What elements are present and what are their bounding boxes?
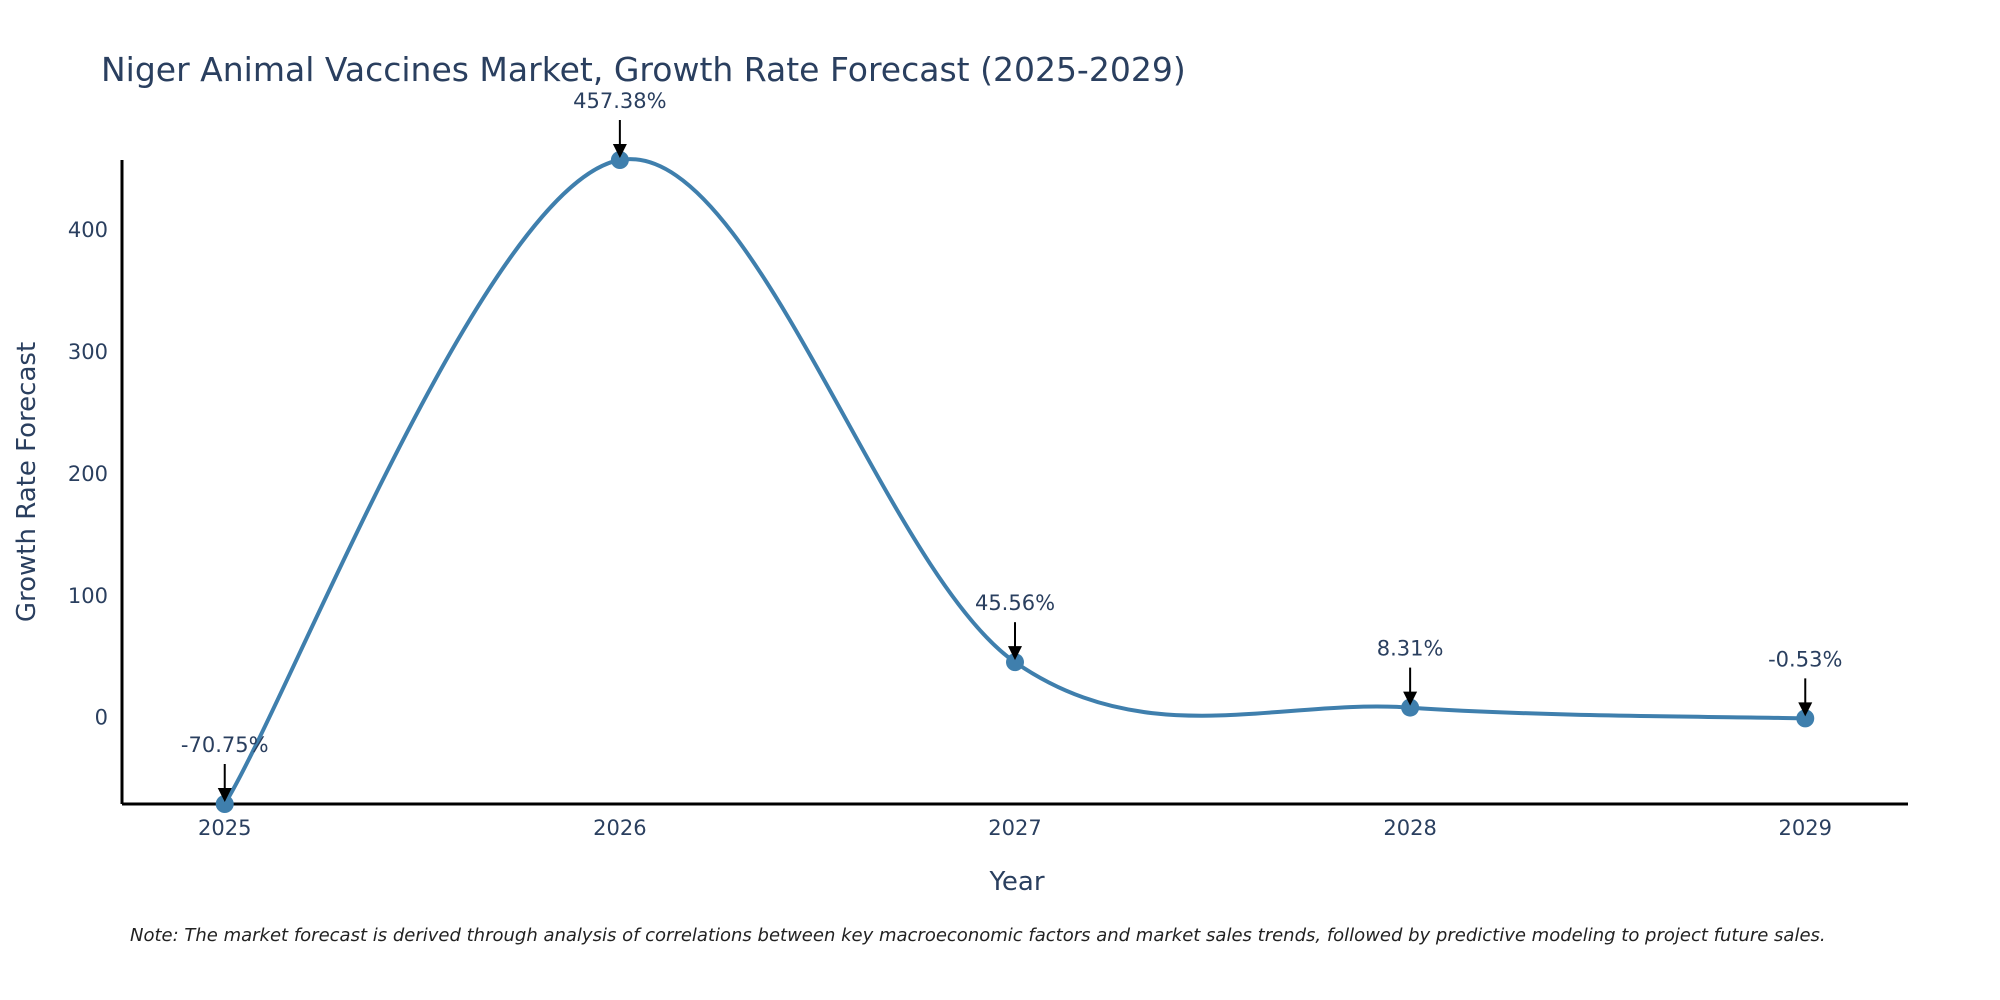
x-tick-label: 2029 <box>1779 816 1832 840</box>
annotation-arrowhead <box>217 788 232 802</box>
data-point-marker <box>215 795 234 813</box>
annotation-arrowhead <box>1008 646 1022 661</box>
annotation-arrowhead <box>1798 702 1813 717</box>
y-axis-title: Growth Rate Forecast <box>12 342 42 622</box>
annotation-label: 457.38% <box>573 89 666 113</box>
data-point-marker <box>610 151 629 169</box>
annotation-label: -0.53% <box>1768 647 1842 671</box>
data-point-marker <box>1006 653 1024 672</box>
x-tick-label: 2027 <box>988 816 1041 840</box>
y-tick-label: 100 <box>68 584 108 608</box>
data-point-marker <box>1796 709 1815 728</box>
annotation-arrowhead <box>1403 691 1418 706</box>
footnote: Note: The market forecast is derived thr… <box>130 925 1826 946</box>
y-tick-label: 200 <box>68 462 108 486</box>
annotation-label: 45.56% <box>975 591 1055 615</box>
y-tick-label: 400 <box>68 218 108 242</box>
y-tick-label: 300 <box>68 340 108 364</box>
x-tick-label: 2028 <box>1383 816 1436 840</box>
data-points <box>215 151 1815 813</box>
y-tick-label: 0 <box>95 706 108 730</box>
x-axis-ticks: 2025 2026 2027 2028 2029 <box>198 816 1832 840</box>
x-axis-title: Year <box>988 867 1044 897</box>
y-axis-ticks: 0 100 200 300 400 <box>68 218 108 730</box>
series-line <box>223 157 1806 806</box>
data-point-marker <box>1401 698 1420 717</box>
data-annotations: -70.75% 457.38% 45.56% 8.31% -0.53% <box>181 89 1842 802</box>
annotation-arrowhead <box>612 144 627 158</box>
x-tick-label: 2025 <box>198 816 251 840</box>
chart-title: Niger Animal Vaccines Market, Growth Rat… <box>101 50 1186 89</box>
annotation-label: -70.75% <box>181 733 269 757</box>
annotation-label: 8.31% <box>1377 637 1444 661</box>
x-tick-label: 2026 <box>593 816 646 840</box>
